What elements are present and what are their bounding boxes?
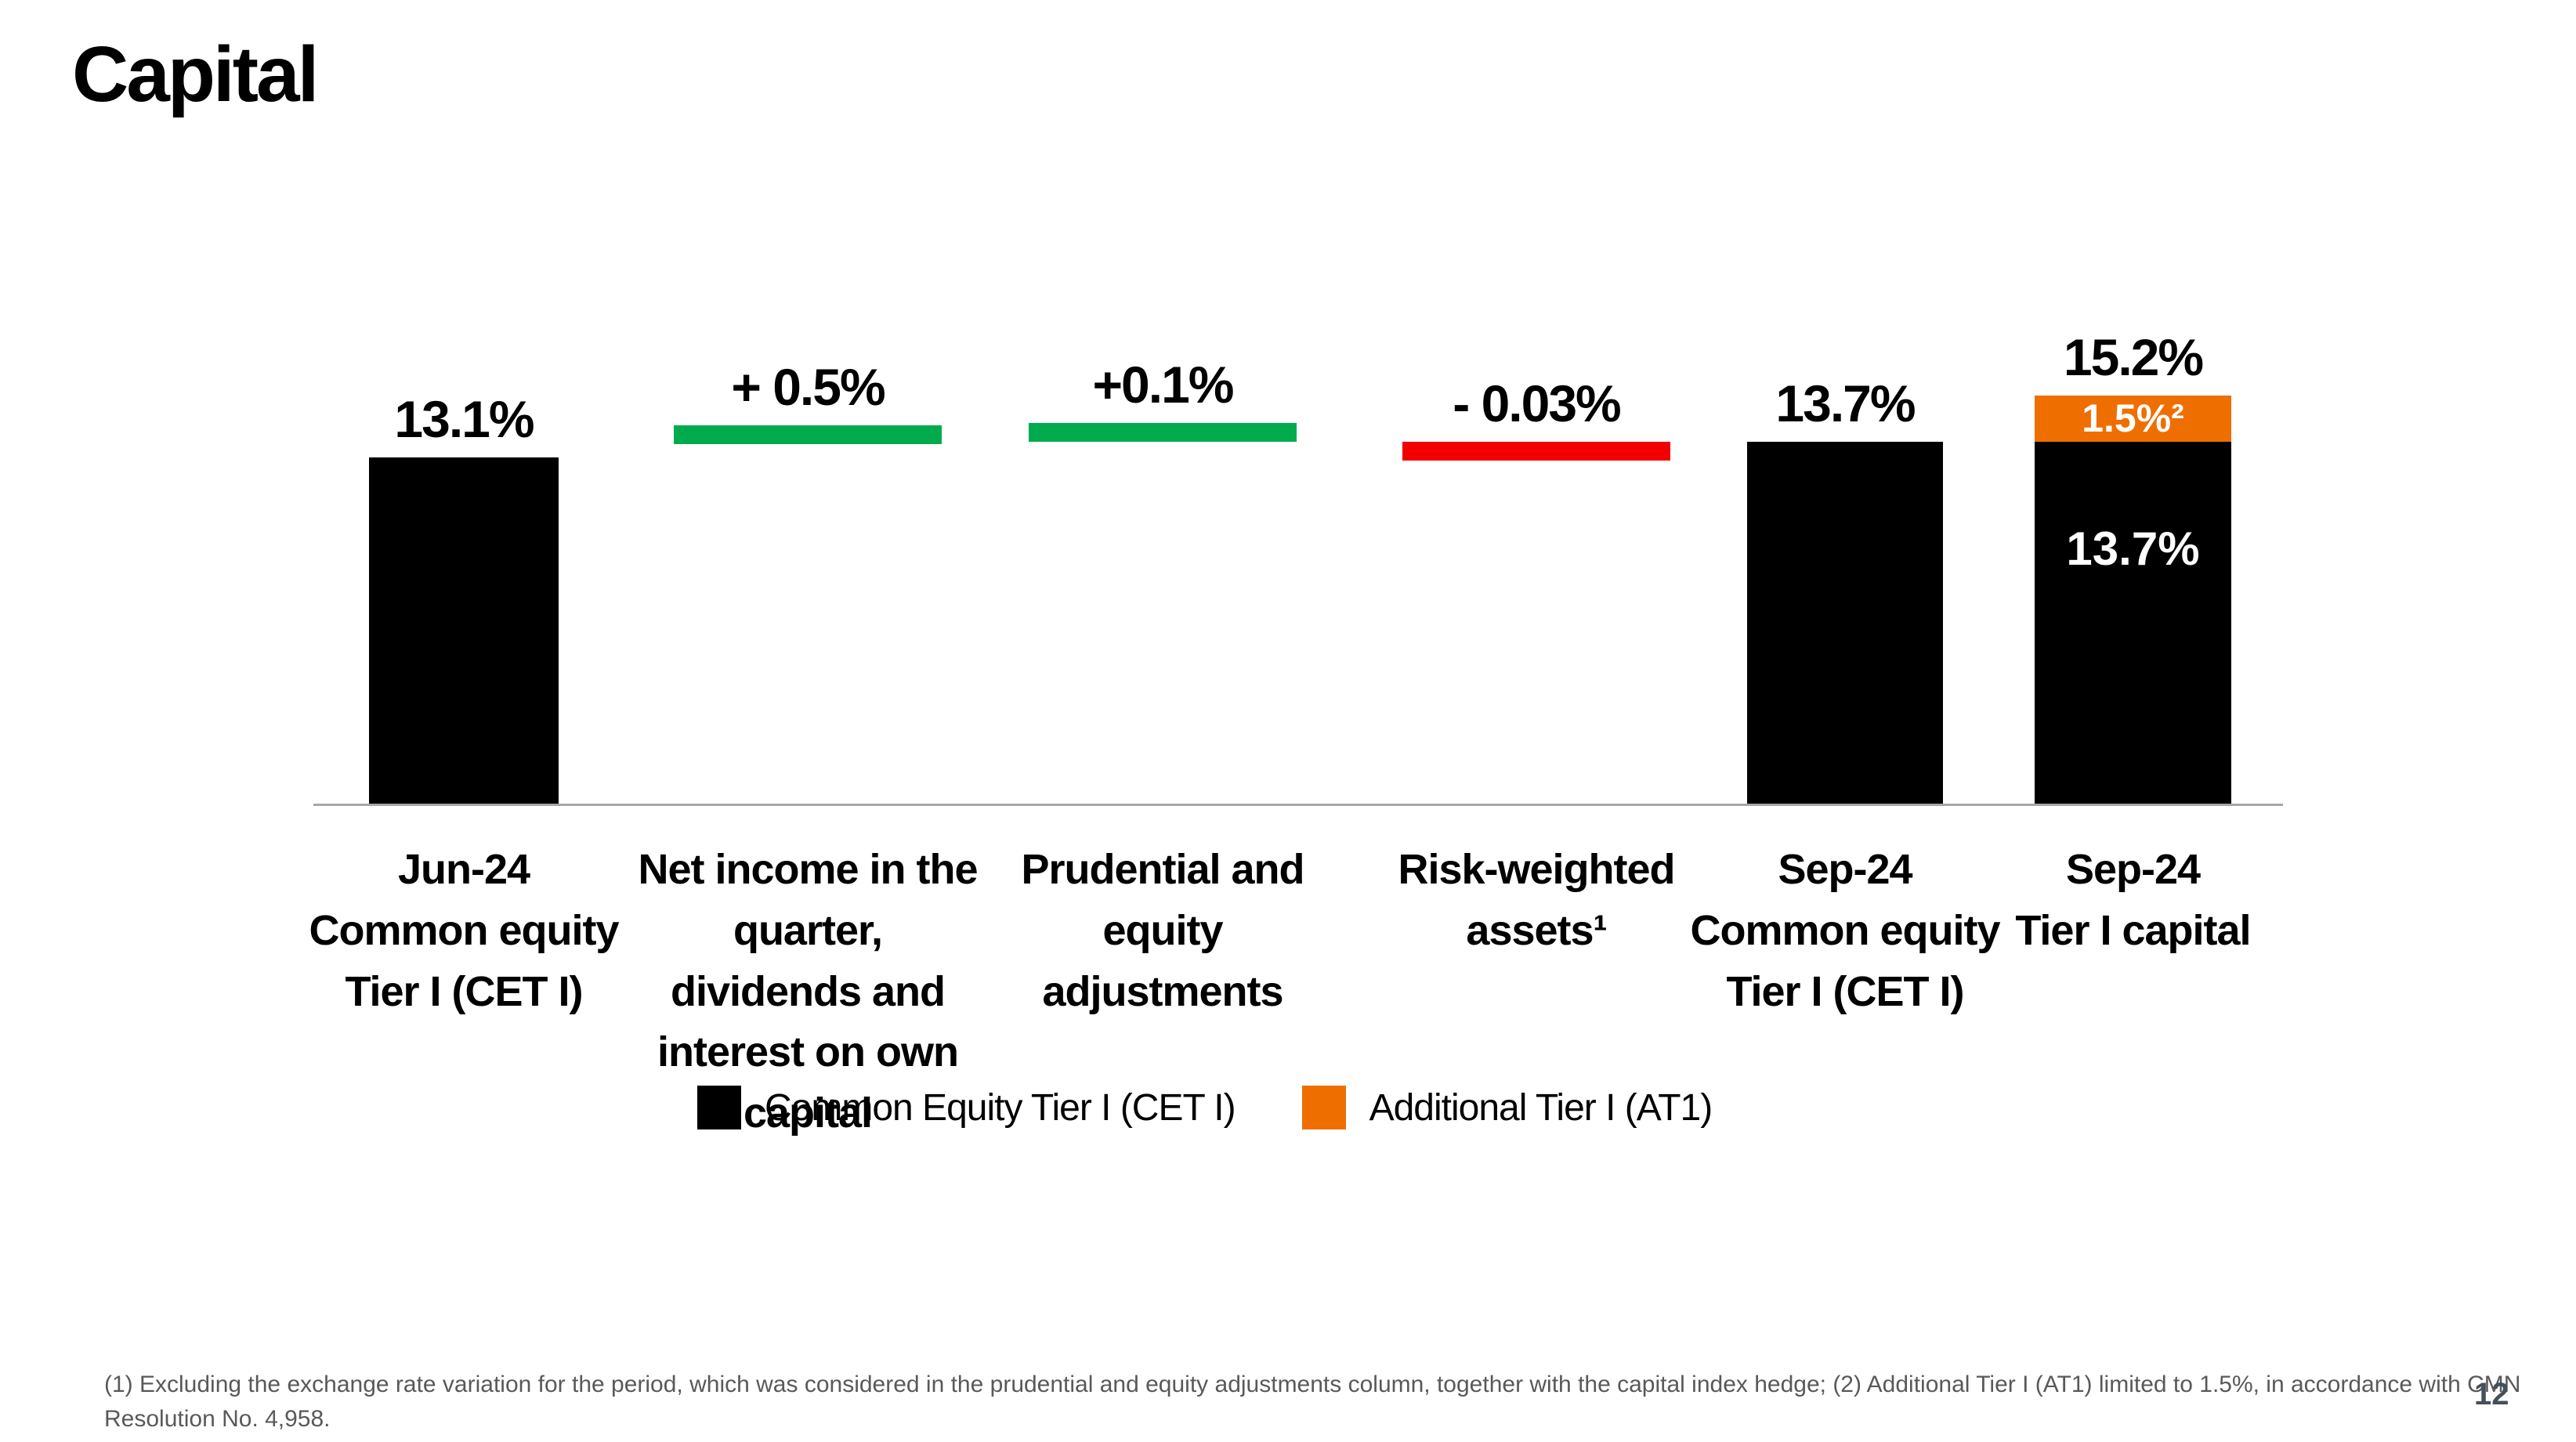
legend-item-at1: Additional Tier I (AT1) xyxy=(1301,1086,1713,1129)
chart-baseline-axis xyxy=(313,804,2283,806)
at1-segment-label: 1.5%² xyxy=(2082,396,2184,440)
page-title: Capital xyxy=(72,31,319,118)
delta-value-label: +0.1% xyxy=(1092,356,1235,414)
increase-connector-bar xyxy=(674,425,942,444)
at1-segment xyxy=(2035,396,2231,442)
category-label: Sep-24 Tier I capital xyxy=(2015,846,2251,954)
footnote: (1) Excluding the exchange rate variatio… xyxy=(104,1372,2521,1432)
cet1-segment-label: 13.7% xyxy=(2066,522,2200,575)
category-label: Sep-24 Common equity Tier I (CET I) xyxy=(1690,846,2000,1015)
legend-label-at1: Additional Tier I (AT1) xyxy=(1369,1086,1713,1129)
decrease-connector-bar xyxy=(1402,442,1670,461)
cet1-segment xyxy=(2035,442,2231,805)
category-label: Prudential and equity adjustments xyxy=(1021,846,1304,1015)
category-label: Net income in the quarter, dividends and… xyxy=(638,846,978,1137)
legend-label-cet1: Common Equity Tier I (CET I) xyxy=(765,1086,1236,1129)
delta-value-label: + 0.5% xyxy=(731,358,885,416)
page-number: 12 xyxy=(2474,1377,2509,1411)
increase-connector-bar xyxy=(1029,423,1297,442)
category-label: Jun-24 Common equity Tier I (CET I) xyxy=(309,846,619,1015)
bar-value-label: 13.1% xyxy=(394,390,534,448)
cet1-color-swatch xyxy=(697,1086,741,1129)
legend-item-cet1: Common Equity Tier I (CET I) xyxy=(697,1086,1236,1129)
total-value-label: 15.2% xyxy=(2063,328,2204,386)
cet1-bar xyxy=(1747,442,1943,805)
at1-color-swatch xyxy=(1301,1086,1346,1129)
category-label: Risk-weighted assets¹ xyxy=(1398,846,1675,954)
chart-legend: Common Equity Tier I (CET I) Additional … xyxy=(697,1084,1713,1131)
cet1-bar xyxy=(369,457,559,805)
delta-value-label: - 0.03% xyxy=(1453,374,1621,432)
bar-value-label: 13.7% xyxy=(1775,374,1916,432)
